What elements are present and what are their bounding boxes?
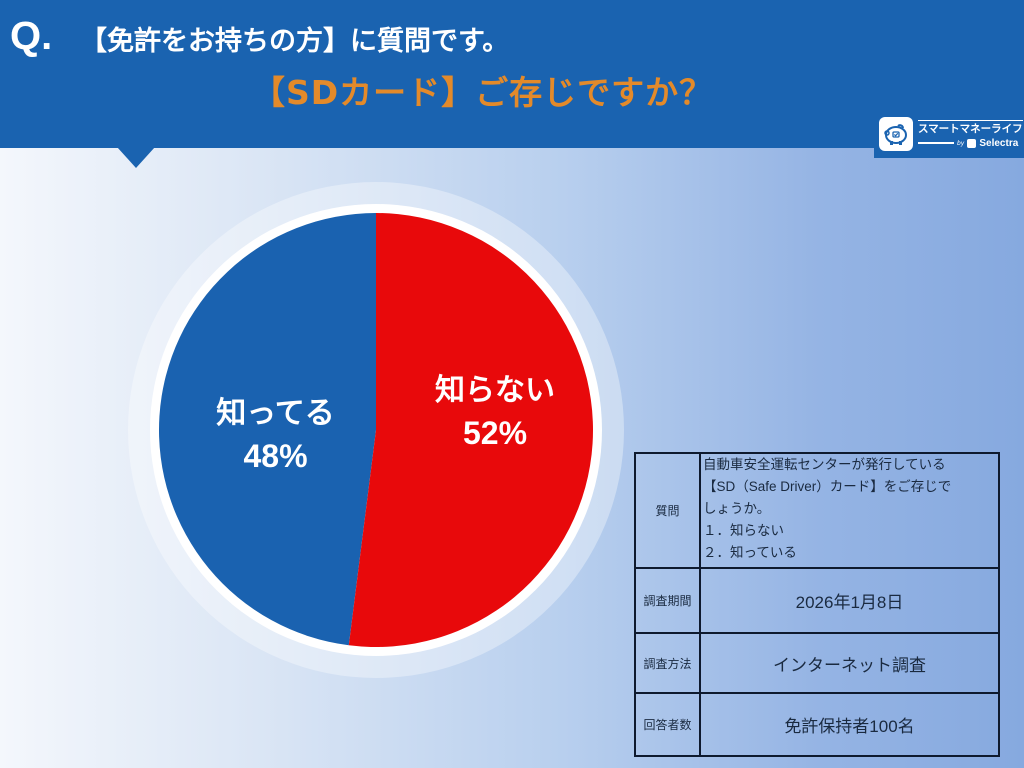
- row-value-question: 自動車安全運転センターが発行している 【SD（Safe Driver）カード】を…: [699, 452, 1000, 569]
- pie-label-known-name: 知ってる: [216, 396, 335, 431]
- pie-chart: [126, 180, 626, 680]
- table-row-question: 質問 自動車安全運転センターが発行している 【SD（Safe Driver）カー…: [634, 452, 1000, 569]
- logo-brand: Selectra: [979, 137, 1019, 149]
- question-target: 【免許をお持ちの方】に質問です。: [80, 26, 510, 57]
- row-label-respondents: 回答者数: [634, 692, 701, 757]
- pie-slice-unknown: [348, 213, 593, 647]
- pie-chart-svg: [128, 182, 624, 678]
- question-mark-label: Q.: [10, 14, 53, 58]
- header-banner: Q. 【免許をお持ちの方】に質問です。 【SDカード】ご存じですか？: [0, 0, 1024, 148]
- selectra-check-icon: [967, 138, 977, 148]
- question-option-2: ２．知っている: [703, 545, 797, 560]
- question-title: 【SDカード】ご存じですか？: [252, 73, 714, 112]
- header-pointer-triangle: [117, 147, 155, 168]
- pie-label-unknown-percent: 52%: [462, 415, 528, 451]
- logo-divider: [918, 142, 954, 144]
- pie-label-unknown-name: 知らない: [435, 373, 555, 408]
- pie-label-known-percent: 48%: [243, 438, 308, 474]
- pie-label-known: 知ってる 48%: [203, 393, 348, 477]
- question-line-3: しょうか。: [703, 501, 771, 516]
- pie-slice-known: [159, 213, 376, 646]
- row-label-question: 質問: [634, 452, 701, 569]
- pie-label-unknown: 知らない 52%: [410, 370, 580, 454]
- survey-info-table: 質問 自動車安全運転センターが発行している 【SD（Safe Driver）カー…: [634, 452, 1000, 757]
- logo-by-text: by: [957, 139, 965, 147]
- logo-name: スマートマネーライフ: [918, 119, 1023, 136]
- row-value-method: インターネット調査: [699, 632, 1000, 694]
- row-label-period: 調査期間: [634, 567, 701, 634]
- table-row-respondents: 回答者数 免許保持者100名: [634, 692, 1000, 757]
- table-row-method: 調査方法 インターネット調査: [634, 632, 1000, 694]
- logo-byline: by Selectra: [918, 138, 1023, 149]
- row-label-method: 調査方法: [634, 632, 701, 694]
- row-value-respondents: 免許保持者100名: [699, 692, 1000, 757]
- table-row-period: 調査期間 2026年1月8日: [634, 567, 1000, 634]
- logo-text: スマートマネーライフ by Selectra: [918, 119, 1023, 149]
- question-line-2: 【SD（Safe Driver）カード】をご存じで: [703, 479, 952, 494]
- piggy-bank-icon: [879, 117, 913, 151]
- question-line-1: 自動車安全運転センターが発行している: [703, 457, 946, 472]
- brand-logo: スマートマネーライフ by Selectra: [874, 110, 1024, 158]
- row-value-period: 2026年1月8日: [699, 567, 1000, 634]
- question-option-1: １．知らない: [703, 523, 784, 538]
